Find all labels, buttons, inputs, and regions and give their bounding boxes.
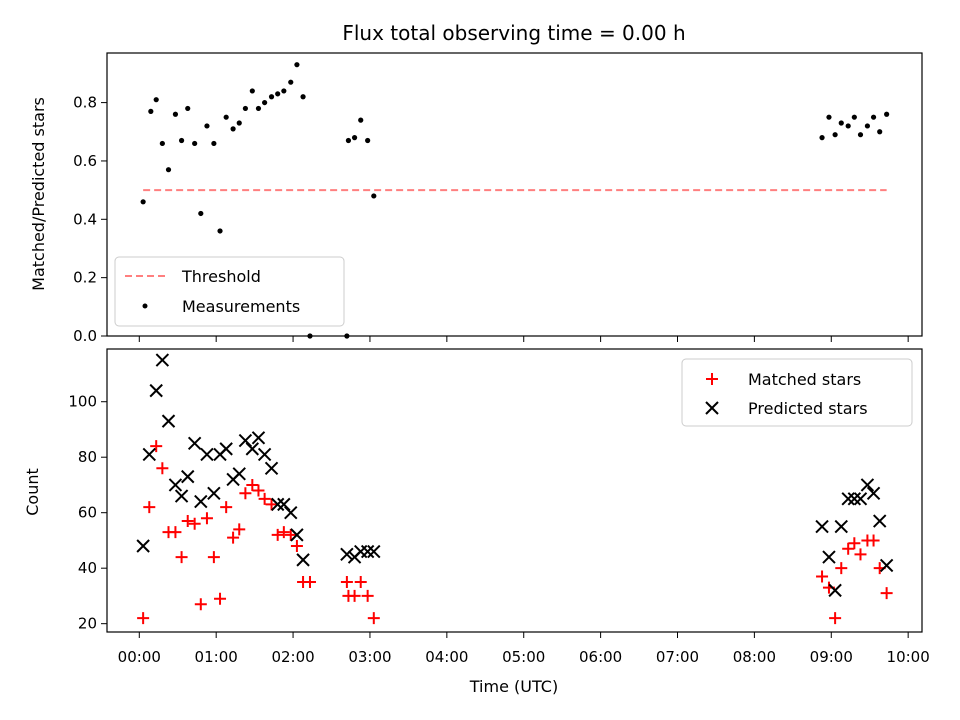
measurement-point: [300, 94, 305, 99]
measurement-point: [250, 88, 255, 93]
measurement-point: [826, 115, 831, 120]
measurement-point: [281, 88, 286, 93]
measurement-point: [852, 115, 857, 120]
measurement-point: [148, 109, 153, 114]
measurement-point: [217, 228, 222, 233]
top-legend: Threshold Measurements: [115, 257, 344, 326]
bottom-y-tick-label: 60: [78, 504, 97, 522]
measurement-point: [185, 106, 190, 111]
measurement-point: [154, 97, 159, 102]
x-tick-label: 07:00: [656, 648, 699, 666]
measurement-point: [858, 132, 863, 137]
bottom-y-axis-label: Count: [23, 468, 42, 516]
measurement-point: [256, 106, 261, 111]
measurement-point: [846, 123, 851, 128]
measurement-point: [358, 118, 363, 123]
measurement-point: [294, 62, 299, 67]
measurement-point: [160, 141, 165, 146]
measurement-point: [237, 120, 242, 125]
bottom-y-tick-label: 80: [78, 448, 97, 466]
measurement-point: [230, 126, 235, 131]
measurement-point: [865, 123, 870, 128]
top-y-tick-label: 0.2: [73, 269, 97, 287]
measurement-point: [211, 141, 216, 146]
x-tick-label: 01:00: [195, 648, 238, 666]
measurement-point: [877, 129, 882, 134]
x-tick-label: 02:00: [271, 648, 314, 666]
measurement-point: [288, 80, 293, 85]
measurement-point: [884, 112, 889, 117]
measurement-point: [833, 132, 838, 137]
x-tick-label: 06:00: [579, 648, 622, 666]
bottom-y-tick-label: 40: [78, 559, 97, 577]
x-tick-label: 09:00: [810, 648, 853, 666]
x-tick-label: 00:00: [118, 648, 161, 666]
measurement-point: [204, 123, 209, 128]
bottom-legend: Matched stars Predicted stars: [682, 359, 912, 426]
legend-measurements-label: Measurements: [182, 297, 300, 316]
measurement-point: [179, 138, 184, 143]
measurement-point: [819, 135, 824, 140]
chart-title: Flux total observing time = 0.00 h: [342, 21, 685, 45]
x-tick-label: 10:00: [887, 648, 930, 666]
measurement-point: [166, 167, 171, 172]
bottom-y-tick-label: 100: [68, 393, 97, 411]
measurement-point: [173, 112, 178, 117]
figure: Flux total observing time = 0.00 h Match…: [0, 0, 960, 720]
measurement-point: [224, 115, 229, 120]
top-y-tick-label: 0.6: [73, 152, 97, 170]
x-tick-label: 03:00: [348, 648, 391, 666]
legend-predicted-label: Predicted stars: [748, 399, 868, 418]
measurement-point: [275, 91, 280, 96]
measurement-point: [198, 211, 203, 216]
bottom-y-tick-label: 20: [78, 615, 97, 633]
top-y-tick-label: 0.8: [73, 94, 97, 112]
legend-measurements-swatch: [143, 304, 148, 309]
top-y-axis-label: Matched/Predicted stars: [29, 97, 48, 291]
measurement-point: [839, 120, 844, 125]
measurement-point: [871, 115, 876, 120]
measurement-point: [262, 100, 267, 105]
measurement-point: [346, 138, 351, 143]
measurement-point: [192, 141, 197, 146]
measurement-point: [365, 138, 370, 143]
x-tick-label: 08:00: [733, 648, 776, 666]
measurement-point: [352, 135, 357, 140]
top-y-tick-label: 0.0: [73, 327, 97, 345]
x-tick-label: 05:00: [502, 648, 545, 666]
legend-threshold-label: Threshold: [181, 267, 261, 286]
legend-matched-label: Matched stars: [748, 370, 861, 389]
measurement-point: [141, 199, 146, 204]
x-axis-label: Time (UTC): [469, 677, 558, 696]
measurement-point: [371, 193, 376, 198]
x-tick-label: 04:00: [425, 648, 468, 666]
measurement-point: [269, 94, 274, 99]
measurement-point: [243, 106, 248, 111]
top-y-tick-label: 0.4: [73, 210, 97, 228]
